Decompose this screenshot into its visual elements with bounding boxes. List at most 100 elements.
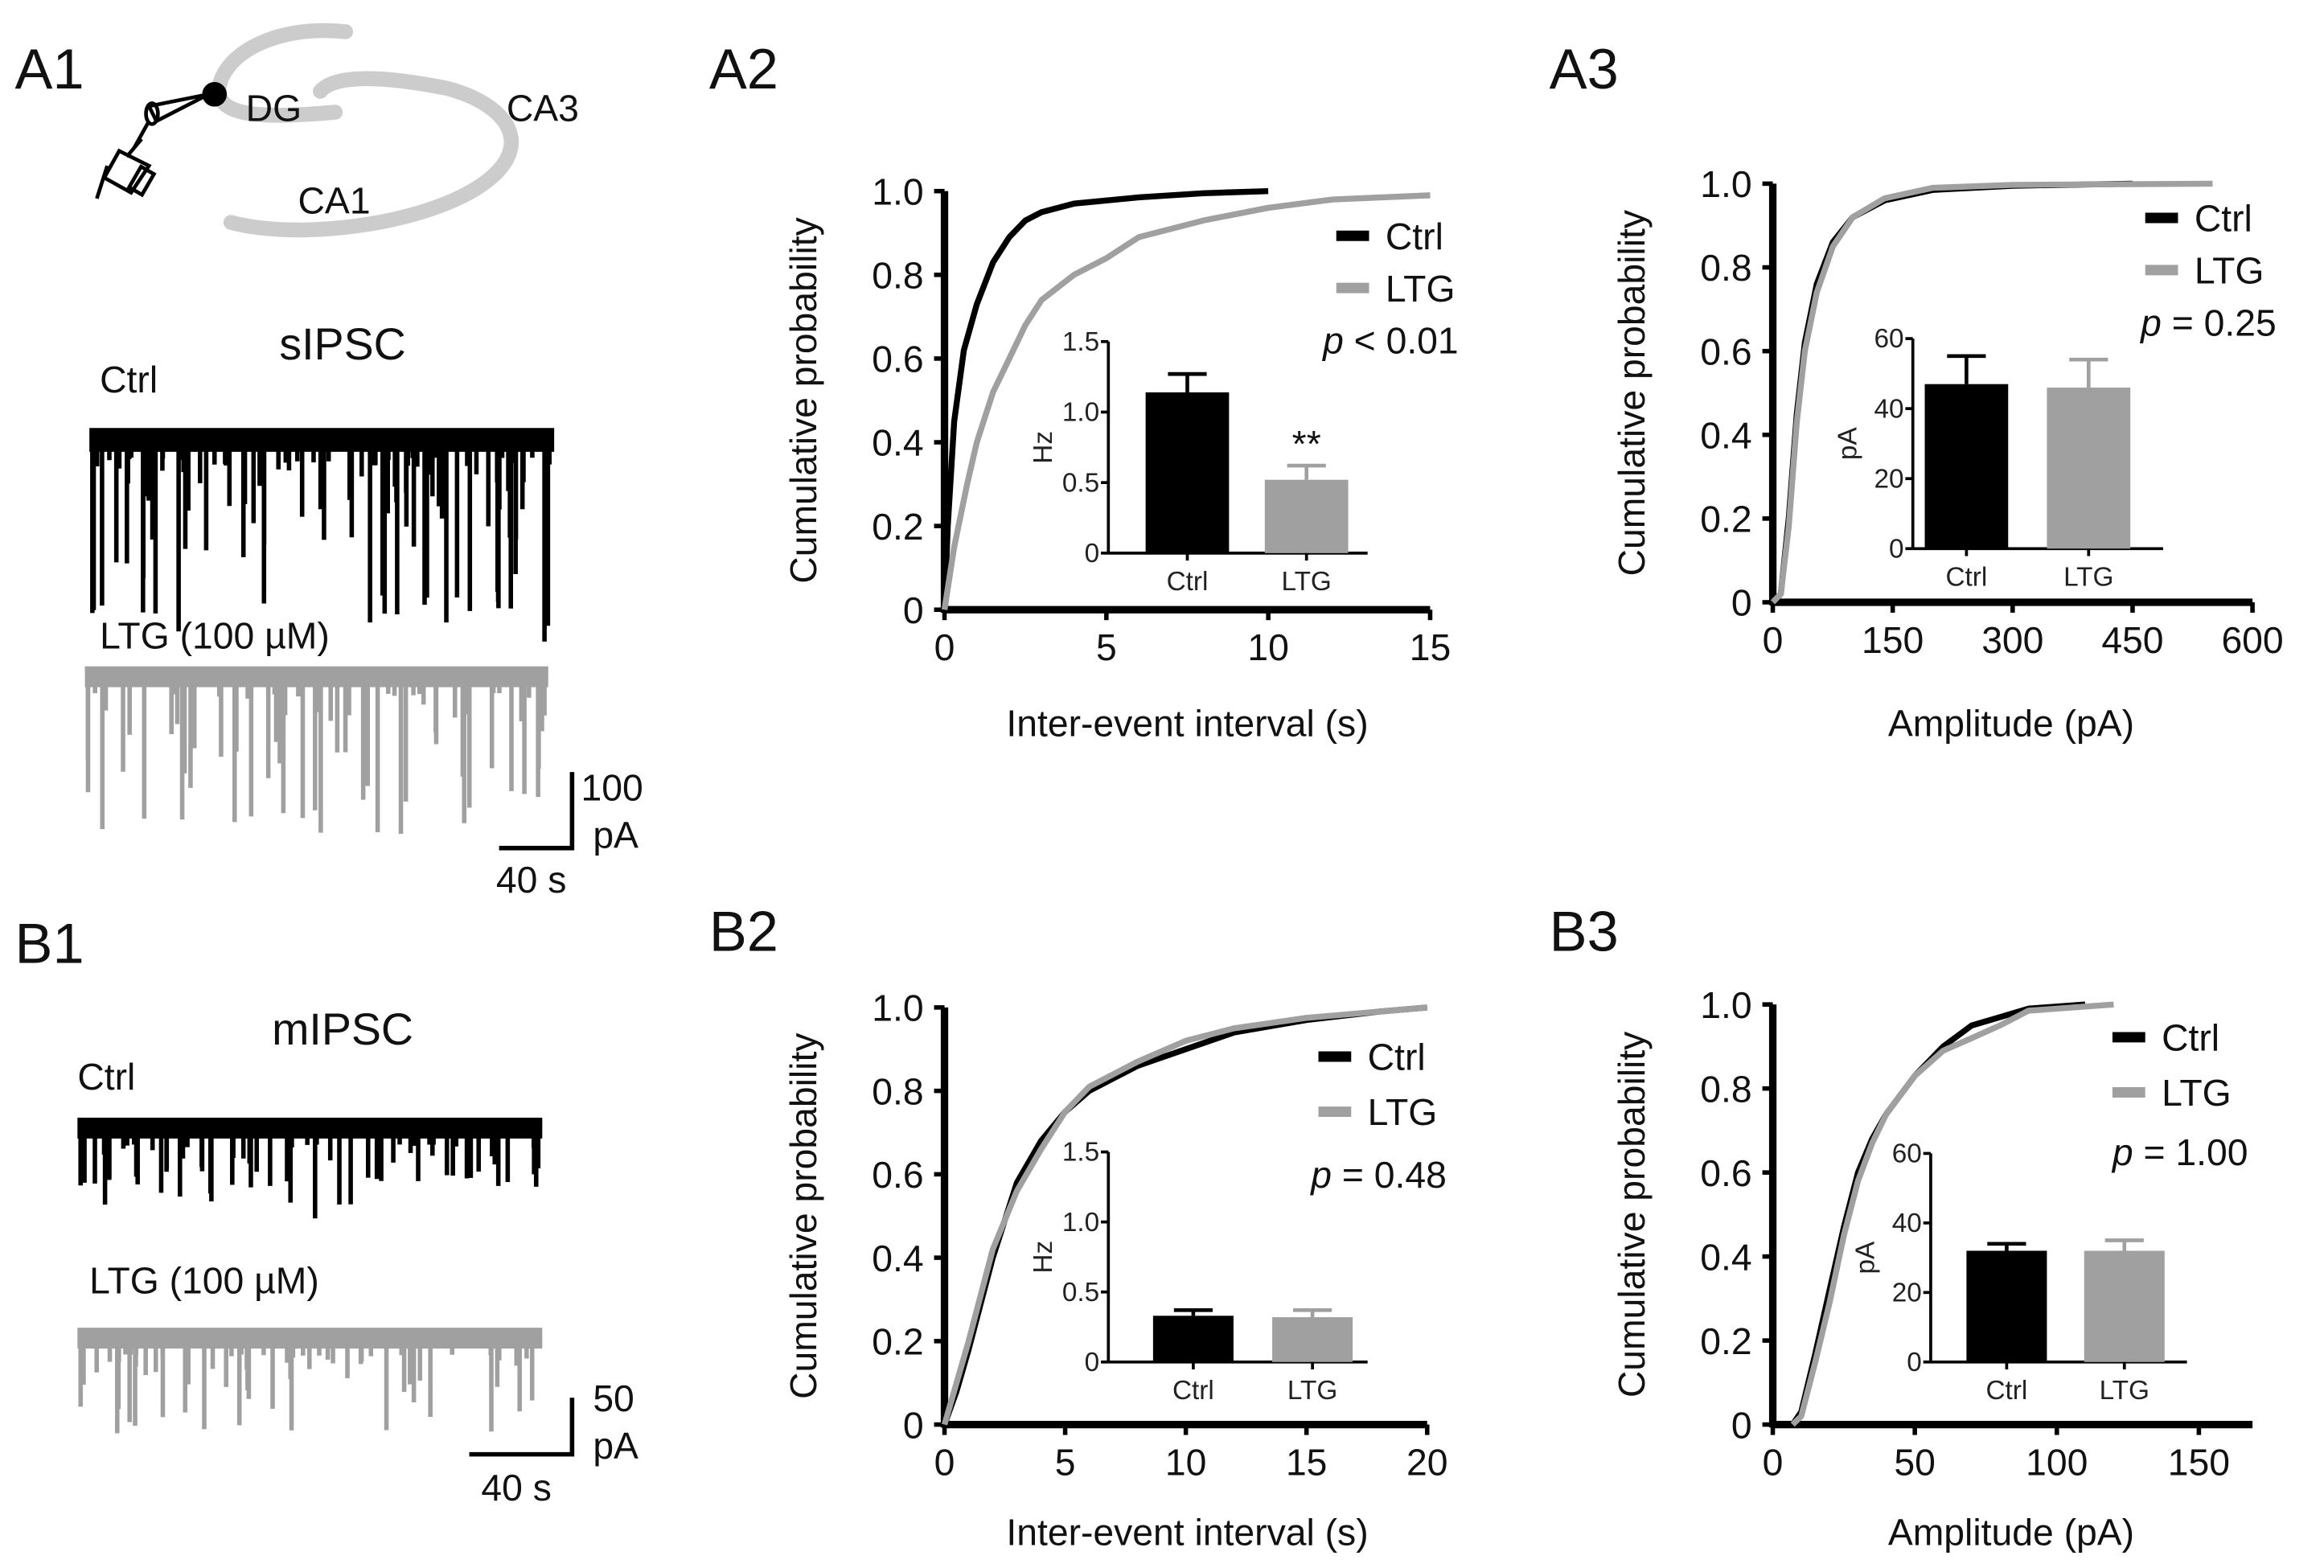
- x-tick-label: 450: [2101, 619, 2163, 661]
- p-value-text: = 0.25: [2162, 302, 2277, 343]
- p-symbol: p: [1309, 1154, 1332, 1196]
- inset-y-tick-label: 20: [1874, 464, 1903, 494]
- y-tick-label: 0.8: [872, 254, 923, 296]
- scale-y-unit: pA: [593, 1425, 638, 1467]
- inset-bar-chart: 0 20 40 60 pA Ctrl LTG: [1833, 324, 2163, 593]
- sipsc-ctrl-trace: [89, 428, 555, 642]
- mipsc-ctrl-label: Ctrl: [77, 1056, 135, 1098]
- panel-label-b3: B3: [1550, 899, 1619, 963]
- p-value-text: < 0.01: [1344, 320, 1459, 362]
- y-tick-label: 0.4: [872, 1238, 923, 1279]
- legend-label-ltg: LTG: [1386, 268, 1456, 310]
- y-tick-label: 0.2: [1700, 499, 1751, 540]
- mipsc-ctrl-trace: [77, 1117, 543, 1219]
- trace-events: [78, 1338, 535, 1434]
- panel-label-b1: B1: [15, 911, 84, 975]
- panel-label-b2: B2: [709, 899, 778, 963]
- x-tick-label: 10: [1247, 626, 1289, 668]
- y-tick-label: 0.8: [1700, 247, 1751, 289]
- p-value: p = 0.48: [1309, 1154, 1447, 1196]
- x-tick-label: 0: [1763, 1442, 1784, 1484]
- y-tick-label: 0.4: [872, 422, 923, 464]
- cdf-line-ltg: [1770, 180, 2213, 605]
- y-tick-label: 1.0: [872, 170, 923, 212]
- inset-bar-chart: 0 0.5 1.0 1.5 Hz Ctrl LTG: [1029, 1138, 1368, 1406]
- p-value-text: = 0.48: [1332, 1154, 1447, 1196]
- mipsc-ltg-trace: [77, 1328, 543, 1434]
- inset-y-tick-label: 40: [1892, 1209, 1922, 1238]
- inset-y-tick-label: 1.5: [1062, 327, 1099, 357]
- inset-x-tick-label: LTG: [1287, 1376, 1337, 1406]
- y-tick-label: 0.6: [1700, 1152, 1751, 1194]
- scale-x-label: 40 s: [496, 859, 567, 901]
- x-tick-label: 600: [2221, 619, 2283, 661]
- inset-y-tick-label: 60: [1874, 324, 1903, 354]
- y-tick-label: 0.6: [872, 1154, 923, 1196]
- legend-label-ctrl: Ctrl: [1386, 215, 1443, 257]
- inset-y-tick-label: 20: [1892, 1278, 1922, 1307]
- y-tick-label: 0.4: [1700, 1236, 1751, 1278]
- scale-y-unit: pA: [593, 815, 638, 856]
- sipsc-ltg-label: LTG (100 µM): [100, 614, 330, 656]
- panel-label-a3: A3: [1550, 37, 1619, 101]
- hippocampus-diagram: DG CA3 CA1: [95, 23, 579, 238]
- inset-y-tick-label: 1.5: [1062, 1138, 1099, 1168]
- scale-y-value: 50: [593, 1377, 634, 1419]
- x-axis-label: Amplitude (pA): [1888, 703, 2134, 745]
- region-label-dg: DG: [246, 88, 302, 129]
- inset-y-tick-label: 0.5: [1062, 468, 1099, 498]
- y-axis-label: Cumulative probability: [1611, 1031, 1653, 1398]
- y-tick-label: 0.8: [872, 1070, 923, 1112]
- scale-y-value: 100: [581, 766, 643, 808]
- bar-ctrl: [1966, 1250, 2047, 1362]
- mipsc-scale-bar: 50 pA 40 s: [469, 1377, 638, 1508]
- region-label-ca3: CA3: [507, 88, 579, 129]
- y-axis-label: Cumulative probability: [782, 1032, 824, 1399]
- inset-y-axis-label: Hz: [1029, 1241, 1058, 1274]
- cdf-line-ltg: [941, 192, 1431, 610]
- x-tick-label: 10: [1165, 1442, 1207, 1484]
- x-tick-label: 0: [934, 1442, 955, 1484]
- region-label-ca1: CA1: [298, 179, 371, 221]
- x-tick-label: 150: [2168, 1442, 2230, 1484]
- sipsc-ltg-trace: [84, 666, 548, 835]
- inset-x-tick-label: Ctrl: [1945, 563, 1987, 593]
- inset-y-tick-label: 0: [1889, 534, 1904, 564]
- y-axis-label: Cumulative probability: [1611, 209, 1653, 576]
- x-axis-label: Inter-event interval (s): [1006, 703, 1368, 745]
- trace-events: [78, 1127, 541, 1219]
- inset-y-tick-label: 0: [1085, 1348, 1100, 1377]
- x-tick-label: 100: [2026, 1442, 2088, 1484]
- legend-label-ltg: LTG: [1368, 1091, 1438, 1133]
- p-symbol: p: [2139, 302, 2162, 343]
- y-tick-label: 1.0: [1700, 984, 1751, 1026]
- significance-marker: **: [1292, 423, 1321, 465]
- inset-x-tick-label: Ctrl: [1172, 1376, 1214, 1406]
- panel-label-a1: A1: [15, 37, 84, 101]
- cdf-line-ctrl: [941, 187, 1269, 610]
- trace-events: [90, 440, 552, 642]
- y-tick-label: 0.6: [872, 339, 923, 380]
- x-tick-label: 5: [1096, 626, 1117, 668]
- p-symbol: p: [1321, 320, 1344, 362]
- sipsc-ctrl-label: Ctrl: [100, 359, 158, 400]
- inset-x-tick-label: LTG: [2100, 1376, 2149, 1406]
- y-tick-label: 0: [903, 1404, 924, 1446]
- p-value: p < 0.01: [1321, 320, 1459, 362]
- inset-y-axis-label: pA: [1851, 1241, 1881, 1275]
- inset-y-tick-label: 40: [1874, 394, 1903, 424]
- inset-x-tick-label: Ctrl: [1985, 1376, 2027, 1406]
- trace-events: [85, 676, 547, 835]
- y-tick-label: 0.8: [1700, 1068, 1751, 1110]
- y-axis-label: Cumulative probability: [782, 216, 824, 583]
- y-tick-label: 0.6: [1700, 330, 1751, 372]
- y-tick-label: 0.4: [1700, 414, 1751, 456]
- y-tick-label: 1.0: [1700, 163, 1751, 205]
- y-tick-label: 0: [903, 589, 924, 631]
- inset-y-axis-label: Hz: [1029, 431, 1058, 464]
- y-tick-label: 1.0: [872, 987, 923, 1029]
- chart-a2: 0 5 10 15 0 0.2 0.4 0.6 0.8 1.0 Inter-event interv…: [782, 170, 1458, 744]
- x-tick-label: 150: [1862, 619, 1924, 661]
- inset-x-tick-label: LTG: [2063, 563, 2113, 593]
